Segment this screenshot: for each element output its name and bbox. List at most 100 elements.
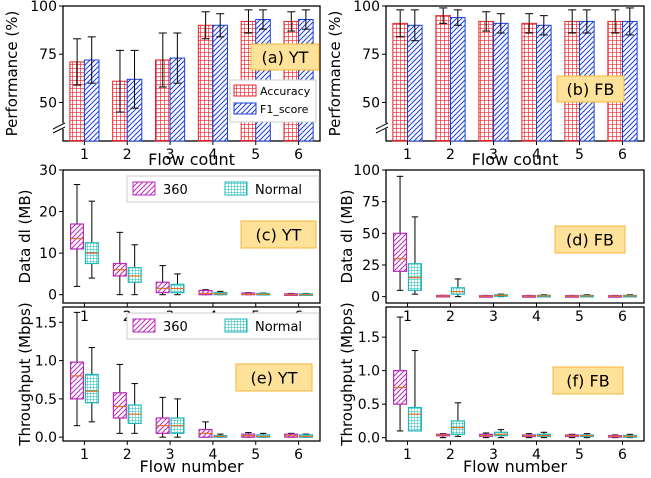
chart-panel-f: 0.0 0.5 1.0 1.5 1 2 3 4 5 6 Throughput (Mbps) Flow … <box>338 302 645 476</box>
x-tick-label: 3 <box>489 309 498 325</box>
axis-break-mark <box>52 122 66 130</box>
box-360 <box>155 281 170 294</box>
y-tick-label: 50 <box>39 95 57 111</box>
y-axis-label: Data dl (MB) <box>16 190 34 284</box>
y-tick-label: 0.0 <box>35 430 57 446</box>
box-normal <box>450 287 465 295</box>
x-tick-label: 4 <box>532 447 541 463</box>
legend-label: Accuracy <box>260 85 311 98</box>
y-tick-label: 100 <box>353 0 380 15</box>
y-tick-label: 0 <box>48 288 57 304</box>
x-tick-label: 6 <box>618 309 627 325</box>
x-axis-label: Flow number <box>139 457 243 476</box>
y-tick-label: 75 <box>362 47 380 63</box>
y-tick-label: 0.0 <box>358 431 380 447</box>
panel-title-badge <box>235 363 313 392</box>
panel-title: (c) YT <box>256 226 302 245</box>
y-axis-label: Throughput (Mbps) <box>16 302 34 446</box>
y-tick-label: 20 <box>39 205 57 221</box>
y-tick-label: 0.5 <box>358 397 380 413</box>
legend-swatch <box>233 84 257 97</box>
x-tick-label: 5 <box>575 309 584 325</box>
bar-f1-score <box>212 24 228 142</box>
panel-title-badge <box>552 366 624 395</box>
x-axis-label: Flow number <box>463 457 567 476</box>
x-tick-label: 1 <box>80 447 89 463</box>
box-360 <box>69 361 85 400</box>
box-360 <box>393 232 408 272</box>
legend-label: 360 <box>163 320 188 335</box>
bar-accuracy <box>392 22 409 142</box>
x-tick-label: 5 <box>251 147 260 163</box>
chart-panel-a: 50 75 100 1 2 3 4 5 6 Performance (%) Flow count Ac… <box>3 0 321 169</box>
plot-frame <box>385 306 645 442</box>
x-tick-label: 3 <box>489 147 498 163</box>
y-tick-label: 100 <box>353 163 380 179</box>
x-tick-label: 1 <box>403 147 412 163</box>
x-tick-label: 3 <box>166 447 175 463</box>
plot-frame <box>62 306 321 442</box>
panel-title: (f) FB <box>566 372 609 391</box>
x-tick-label: 4 <box>532 309 541 325</box>
legend-swatch <box>132 181 156 196</box>
x-tick-label: 3 <box>166 147 175 163</box>
x-tick-label: 6 <box>294 147 303 163</box>
bar-accuracy <box>521 22 538 142</box>
chart-panel-e: 0.0 0.5 1.0 1.5 1 2 3 4 5 6 Throughput (Mbps) Flow … <box>16 302 321 476</box>
bar-f1-score <box>450 17 466 142</box>
axis-break-mark <box>375 122 389 130</box>
x-tick-label: 2 <box>123 147 132 163</box>
axis-break-mark <box>52 126 66 134</box>
x-tick-label: 3 <box>489 447 498 463</box>
x-tick-label: 2 <box>446 147 455 163</box>
plot-frame <box>385 5 645 142</box>
bar-accuracy <box>435 15 452 142</box>
y-tick-label: 50 <box>362 226 380 242</box>
legend-swatch <box>224 318 248 333</box>
legend-swatch <box>224 181 248 196</box>
panel-title: (b) FB <box>567 80 615 99</box>
y-tick-label: 0 <box>371 290 380 306</box>
x-tick-label: 2 <box>446 447 455 463</box>
box-360 <box>69 223 85 250</box>
panel-title-badge <box>556 75 625 103</box>
y-tick-label: 0.5 <box>35 392 57 408</box>
plot-frame <box>62 5 321 142</box>
x-tick-label: 5 <box>575 147 584 163</box>
x-tick-label: 5 <box>575 447 584 463</box>
x-axis-label: Flow count <box>472 150 559 169</box>
x-tick-label: 6 <box>294 447 303 463</box>
y-tick-label: 75 <box>362 195 380 211</box>
box-normal <box>407 263 422 291</box>
x-tick-label: 4 <box>208 147 217 163</box>
bar-accuracy <box>197 24 214 142</box>
legend-label: Normal <box>255 183 302 198</box>
box-normal <box>84 373 99 404</box>
box-360 <box>112 392 127 419</box>
y-tick-label: 100 <box>30 0 57 15</box>
legend-box <box>126 312 320 340</box>
plot-frame <box>62 169 321 304</box>
x-tick-label: 6 <box>618 447 627 463</box>
legend-swatch <box>132 318 156 333</box>
y-tick-label: 10 <box>39 246 57 262</box>
y-tick-label: 30 <box>39 163 57 179</box>
y-tick-label: 50 <box>362 95 380 111</box>
x-tick-label: 1 <box>80 309 89 325</box>
bar-f1-score <box>493 22 509 142</box>
y-tick-label: 1.5 <box>35 315 57 331</box>
y-axis-label: Throughput (Mbps) <box>338 302 356 446</box>
y-tick-label: 1.0 <box>35 354 57 370</box>
panel-title: (a) YT <box>262 48 309 67</box>
plot-frame <box>385 169 645 304</box>
x-tick-label: 4 <box>208 447 217 463</box>
legend-label: 360 <box>163 183 188 198</box>
panel-title: (e) YT <box>251 369 298 388</box>
x-tick-label: 2 <box>123 447 132 463</box>
bar-f1-score <box>407 24 423 142</box>
x-tick-label: 1 <box>403 447 412 463</box>
panel-title: (d) FB <box>566 231 614 250</box>
panel-title-badge <box>250 43 320 71</box>
legend-swatch <box>233 102 257 115</box>
